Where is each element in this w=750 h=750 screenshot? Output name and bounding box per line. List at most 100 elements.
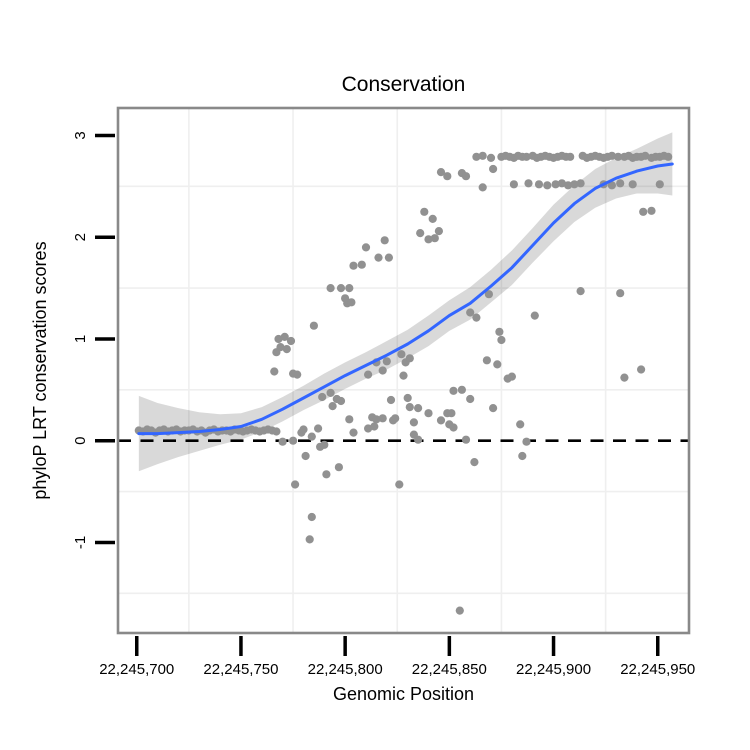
data-point (370, 422, 379, 431)
data-point (276, 343, 285, 352)
data-point (293, 370, 302, 379)
data-point (489, 164, 498, 174)
data-point (493, 360, 502, 369)
data-point (326, 388, 335, 397)
data-point (320, 440, 329, 449)
data-point (403, 393, 412, 403)
data-point (466, 394, 475, 404)
data-point (361, 243, 371, 252)
data-point (628, 180, 637, 189)
data-point (428, 214, 437, 223)
data-point (405, 354, 414, 363)
data-point (416, 229, 425, 238)
data-point (551, 180, 560, 189)
data-point (414, 435, 423, 444)
data-point (436, 168, 446, 177)
data-point (607, 181, 617, 190)
data-point (607, 151, 617, 160)
data-point (637, 365, 646, 374)
data-point (282, 345, 291, 354)
data-point (507, 372, 516, 381)
data-point (455, 606, 464, 615)
data-point (655, 180, 664, 189)
data-point (328, 402, 337, 411)
data-point (318, 392, 327, 402)
data-point (486, 153, 496, 162)
data-point (534, 180, 544, 189)
x-tick-label: 22,245,900 (516, 661, 591, 678)
data-point (620, 373, 629, 382)
x-axis-ticks: 22,245,700 22,245,750 22,245,800 22,245,850… (99, 636, 695, 678)
data-point (434, 227, 443, 236)
data-point (509, 180, 518, 189)
data-point (472, 313, 481, 322)
data-point (364, 424, 373, 433)
data-point (430, 234, 439, 243)
data-point (409, 418, 418, 427)
data-point (489, 404, 498, 413)
data-point (647, 206, 656, 215)
data-point (372, 415, 381, 424)
y-tick-label: -1 (72, 536, 89, 549)
data-point (478, 151, 487, 160)
data-point (566, 152, 575, 161)
data-point (336, 396, 346, 406)
y-axis-label: phyloP LRT conservation scores (30, 241, 50, 499)
y-tick-label: 2 (72, 233, 89, 241)
data-point (384, 253, 393, 262)
data-point (576, 179, 585, 188)
data-point (399, 371, 408, 380)
x-tick-label: 22,245,700 (99, 661, 174, 678)
data-point (466, 308, 475, 317)
data-point (272, 427, 281, 436)
data-point (478, 183, 487, 192)
data-point (289, 436, 298, 445)
data-point (378, 366, 387, 375)
data-point (664, 152, 673, 161)
data-point (443, 172, 452, 181)
data-point (616, 179, 625, 188)
data-point (524, 179, 533, 188)
x-axis-label: Genomic Position (333, 684, 474, 704)
data-point (436, 416, 446, 425)
y-tick-label: 1 (72, 335, 89, 343)
data-point (374, 253, 383, 262)
data-point (447, 409, 456, 418)
gridlines (118, 108, 689, 633)
data-point (382, 357, 391, 366)
data-point (309, 321, 318, 330)
data-point (495, 327, 504, 336)
data-point (522, 152, 531, 161)
data-point (405, 403, 414, 412)
scatter-points (134, 151, 673, 615)
data-point (641, 151, 650, 160)
data-point (291, 480, 300, 489)
data-point (336, 284, 346, 293)
confidence-ribbon (138, 132, 673, 472)
data-point (449, 423, 458, 432)
data-point (543, 181, 552, 190)
data-point (299, 425, 308, 434)
data-point (449, 386, 458, 395)
data-point (424, 235, 433, 244)
data-point (570, 180, 579, 189)
data-point (326, 284, 335, 293)
data-point (482, 356, 491, 365)
data-point (307, 432, 316, 441)
data-point (378, 414, 387, 423)
data-point (614, 152, 623, 161)
data-point (349, 428, 358, 437)
data-point (347, 298, 356, 307)
data-point (345, 284, 354, 293)
data-point (484, 290, 493, 299)
data-point (286, 336, 296, 346)
data-point (386, 395, 396, 405)
data-point (497, 335, 506, 345)
data-point (518, 451, 527, 461)
data-point (522, 437, 531, 446)
data-point (307, 512, 316, 522)
data-point (280, 332, 289, 341)
y-tick-label: 3 (72, 131, 89, 139)
data-point (616, 289, 625, 298)
